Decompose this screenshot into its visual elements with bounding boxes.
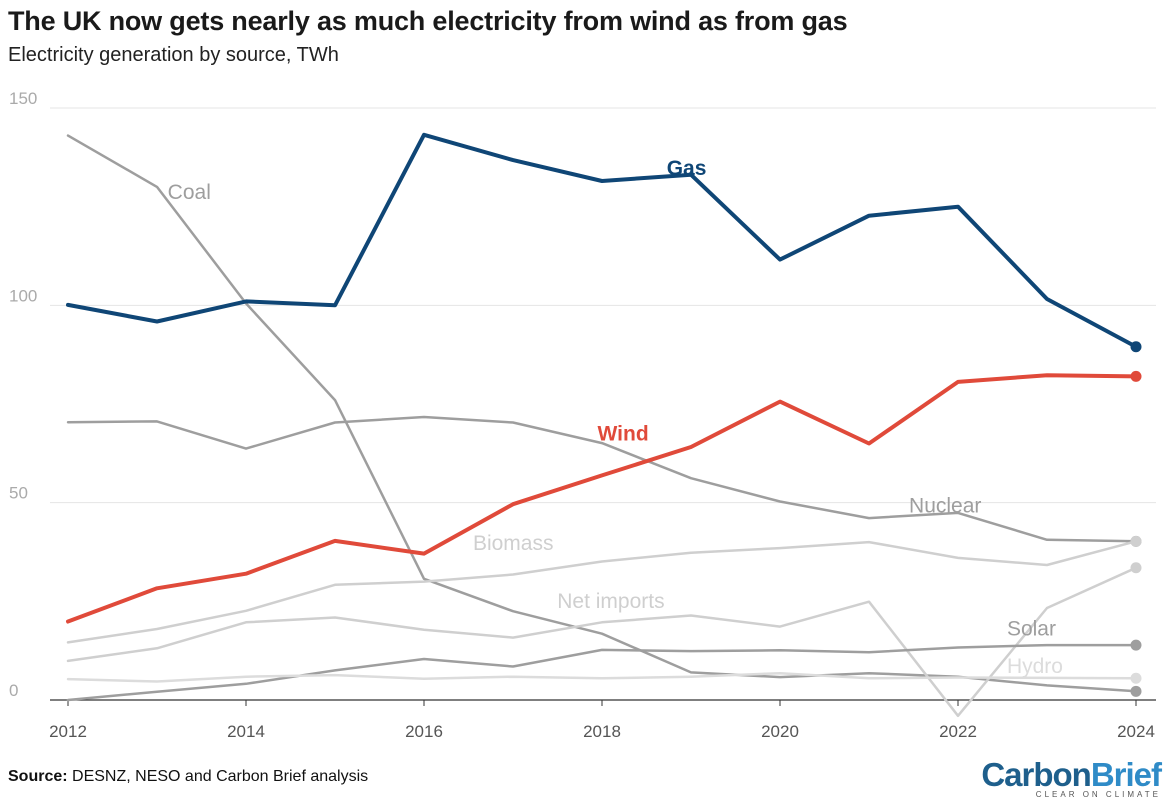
- solar-endpoint: [1130, 639, 1142, 651]
- source-text: DESNZ, NESO and Carbon Brief analysis: [67, 768, 369, 785]
- nuclear-line: [66, 415, 1138, 543]
- gas-series-label: Gas: [667, 157, 707, 180]
- solar-line: [66, 643, 1138, 702]
- coal-endpoint: [1130, 685, 1142, 697]
- wind-endpoint: [1130, 370, 1142, 382]
- net-imports-endpoint: [1130, 562, 1142, 574]
- biomass-line: [66, 540, 1138, 644]
- source-note: Source: DESNZ, NESO and Carbon Brief ana…: [8, 768, 368, 786]
- chart-title: The UK now gets nearly as much electrici…: [8, 6, 848, 36]
- hydro-series-label: Hydro: [1007, 655, 1063, 678]
- hydro-endpoint: [1130, 672, 1142, 684]
- chart-subtitle: Electricity generation by source, TWh: [8, 44, 339, 66]
- net-imports-line: [66, 566, 1138, 718]
- x-tick-label: 2022: [939, 722, 977, 741]
- gas-line: [66, 132, 1138, 349]
- y-tick-label: 50: [9, 484, 28, 503]
- coal-series-label: Coal: [168, 181, 211, 204]
- net-imports-series-label: Net imports: [557, 590, 664, 613]
- source-label: Source:: [8, 768, 68, 785]
- logo-part-1: Carbon: [981, 756, 1091, 793]
- x-tick-label: 2014: [227, 722, 265, 741]
- biomass-series-label: Biomass: [473, 532, 554, 555]
- gas-endpoint: [1130, 341, 1142, 353]
- logo-tagline: CLEAR ON CLIMATE: [1035, 790, 1161, 799]
- logo-part-2: Brief: [1090, 756, 1162, 793]
- x-tick-label: 2012: [49, 722, 87, 741]
- solar-series-label: Solar: [1007, 617, 1056, 640]
- x-tick-label: 2016: [405, 722, 443, 741]
- y-tick-label: 150: [9, 89, 37, 108]
- hydro-line: [66, 671, 1138, 683]
- biomass-endpoint: [1130, 535, 1142, 547]
- wind-series-label: Wind: [598, 422, 649, 445]
- wind-line: [66, 373, 1138, 624]
- carbonbrief-logo: CarbonBrief CLEAR ON CLIMATE: [981, 756, 1162, 800]
- x-tick-label: 2024: [1117, 722, 1155, 741]
- y-tick-label: 100: [9, 286, 37, 305]
- x-tick-label: 2020: [761, 722, 799, 741]
- y-tick-label: 0: [9, 681, 18, 700]
- nuclear-series-label: Nuclear: [909, 495, 981, 518]
- x-tick-label: 2018: [583, 722, 621, 741]
